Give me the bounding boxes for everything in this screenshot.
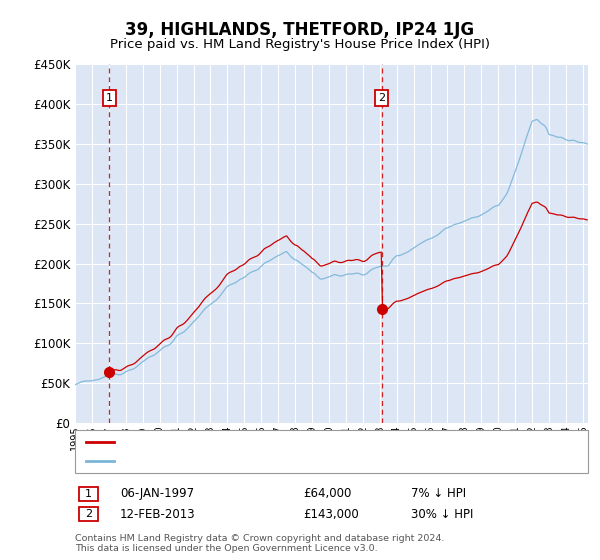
Text: 1: 1 bbox=[85, 489, 92, 499]
Text: Price paid vs. HM Land Registry's House Price Index (HPI): Price paid vs. HM Land Registry's House … bbox=[110, 38, 490, 50]
Text: HPI: Average price, detached house, Breckland: HPI: Average price, detached house, Brec… bbox=[121, 456, 383, 466]
Text: 12-FEB-2013: 12-FEB-2013 bbox=[120, 507, 196, 521]
Text: £143,000: £143,000 bbox=[303, 507, 359, 521]
Text: 2: 2 bbox=[378, 93, 385, 103]
Text: 1: 1 bbox=[106, 93, 113, 103]
Text: 7% ↓ HPI: 7% ↓ HPI bbox=[411, 487, 466, 501]
Text: £64,000: £64,000 bbox=[303, 487, 352, 501]
Text: Contains HM Land Registry data © Crown copyright and database right 2024.
This d: Contains HM Land Registry data © Crown c… bbox=[75, 534, 445, 553]
Text: 30% ↓ HPI: 30% ↓ HPI bbox=[411, 507, 473, 521]
Text: 39, HIGHLANDS, THETFORD, IP24 1JG (detached house): 39, HIGHLANDS, THETFORD, IP24 1JG (detac… bbox=[121, 437, 432, 447]
Text: 06-JAN-1997: 06-JAN-1997 bbox=[120, 487, 194, 501]
Text: 2: 2 bbox=[85, 509, 92, 519]
Text: 39, HIGHLANDS, THETFORD, IP24 1JG: 39, HIGHLANDS, THETFORD, IP24 1JG bbox=[125, 21, 475, 39]
